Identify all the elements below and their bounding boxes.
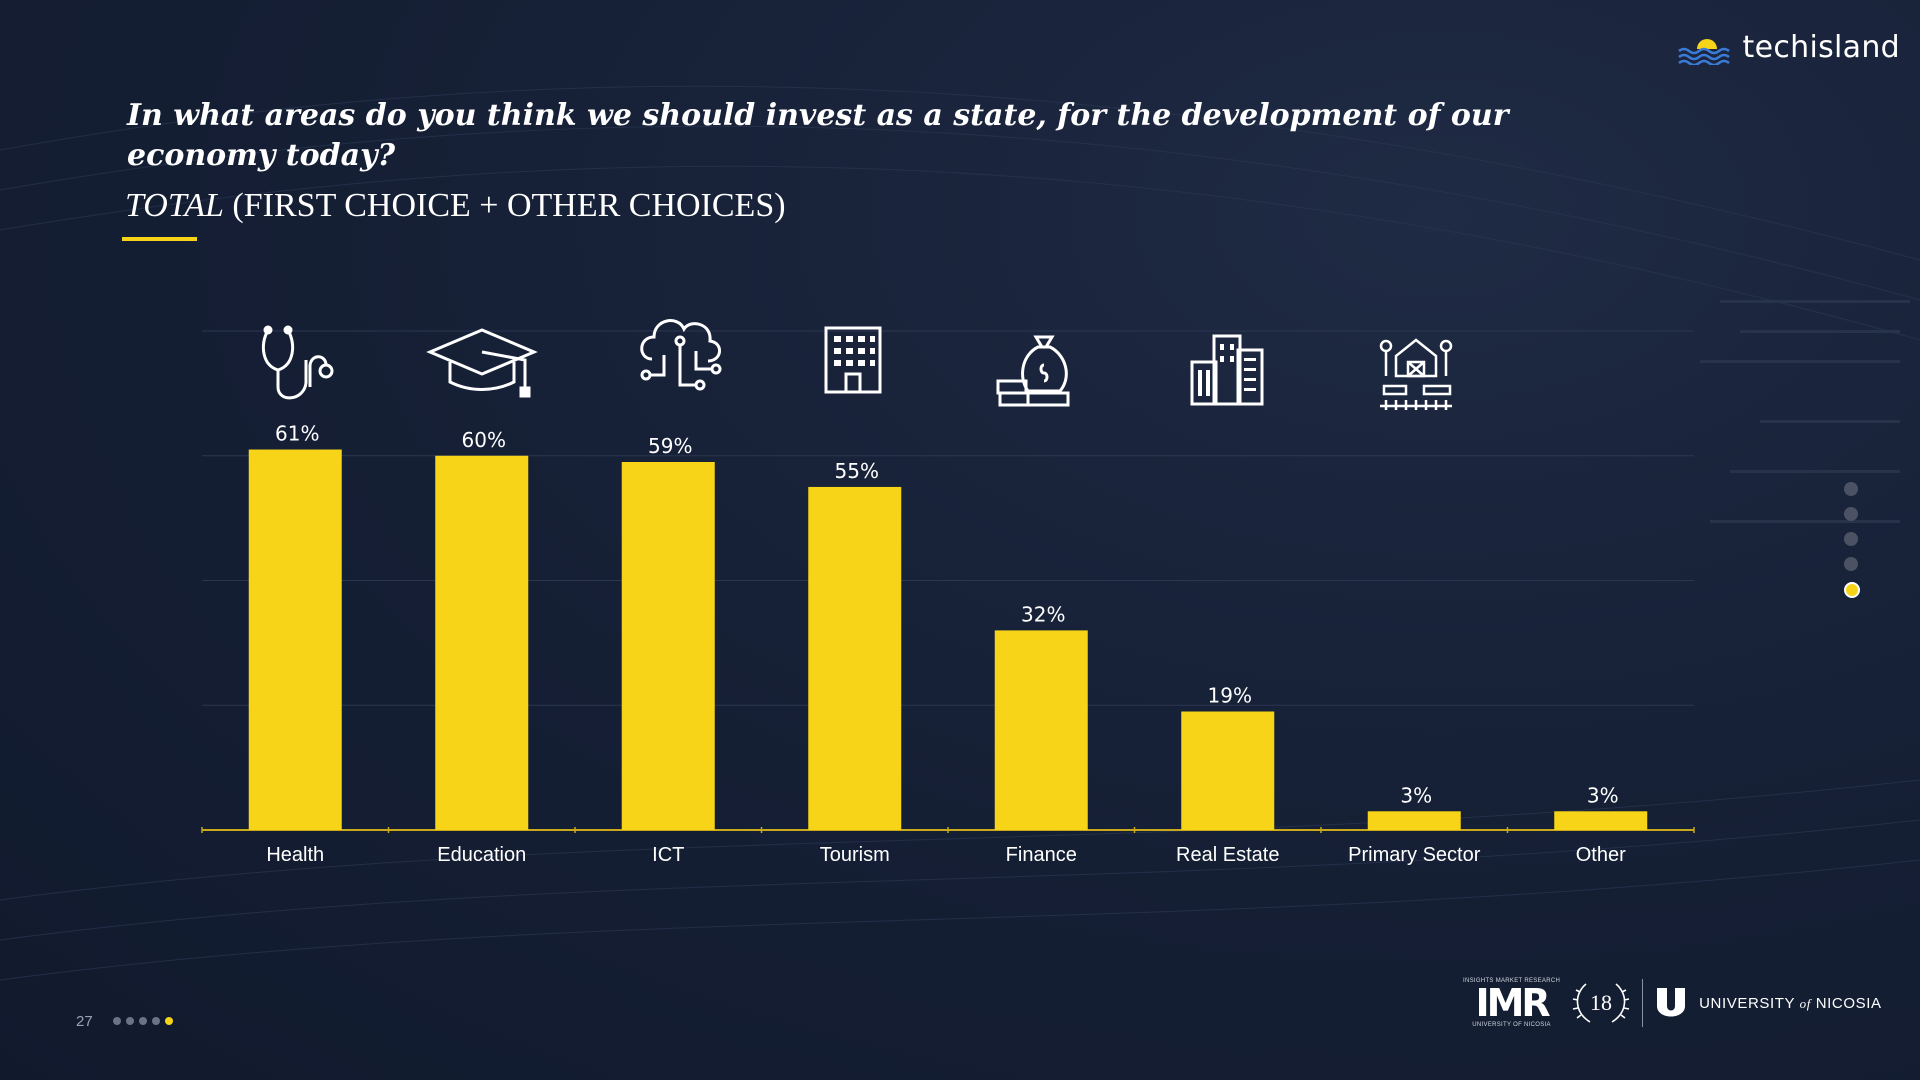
category-label: ICT (652, 844, 684, 866)
category-label: Real Estate (1176, 844, 1279, 866)
data-label: 59% (648, 434, 692, 458)
subtitle-rest: (FIRST CHOICE + OTHER CHOICES) (223, 187, 786, 224)
title-underline (122, 237, 197, 241)
university-of: of (1799, 995, 1811, 1011)
bar (621, 461, 715, 830)
progress-dot[interactable] (1844, 482, 1858, 496)
data-label: 3% (1400, 783, 1432, 807)
category-label: Education (437, 844, 526, 866)
logo-separator (1642, 979, 1644, 1027)
graduation-cap-icon (426, 328, 538, 398)
techisland-logo: techisland (1677, 30, 1900, 65)
data-label: 61% (275, 422, 319, 446)
money-bag-icon (996, 335, 1070, 407)
bar (248, 449, 342, 830)
bar (1367, 811, 1461, 830)
university-nicosia: NICOSIA (1810, 994, 1882, 1012)
slide-title: In what areas do you think we should inv… (127, 98, 1509, 173)
anniversary-laurel-icon: 18 (1572, 983, 1630, 1023)
data-label: 60% (462, 428, 506, 452)
brand-name: techisland (1742, 30, 1900, 65)
subtitle-total: TOTAL (125, 187, 224, 224)
category-label: Health (266, 844, 324, 866)
progress-dot[interactable] (1844, 532, 1858, 546)
university-word: UNIVERSITY (1699, 994, 1800, 1012)
imr-wordmark: IMR (1475, 981, 1550, 1025)
anniversary-number: 18 (1590, 990, 1612, 1015)
page-dots (113, 1017, 173, 1025)
bar (1554, 811, 1648, 830)
category-label: Tourism (820, 844, 890, 866)
page-dot-active[interactable] (165, 1017, 173, 1025)
farm-icon (1379, 338, 1453, 410)
sunrise-waves-icon (1677, 38, 1730, 65)
progress-dot[interactable] (1844, 557, 1858, 571)
university-shield-icon (1657, 988, 1686, 1017)
slide-subtitle: TOTAL (FIRST CHOICE + OTHER CHOICES) (125, 187, 786, 225)
category-label: Primary Sector (1348, 844, 1481, 866)
office-buildings-icon (1190, 334, 1264, 406)
university-name: UNIVERSITY of NICOSIA (1699, 995, 1881, 1012)
bar (994, 630, 1088, 830)
bar (808, 486, 902, 830)
page-number: 27 (76, 1013, 93, 1030)
data-label: 32% (1021, 602, 1065, 626)
imr-caption-bottom: UNIVERSITY OF NICOSIA (1472, 1022, 1551, 1028)
page-dot[interactable] (139, 1017, 147, 1025)
data-label: 3% (1587, 783, 1619, 807)
category-label: Finance (1006, 844, 1077, 866)
partner-logos: INSIGHTS MARKET RESEARCH IMR UNIVERSITY … (1463, 978, 1882, 1028)
hotel-building-icon (824, 326, 882, 394)
category-label: Other (1576, 844, 1626, 866)
page-dot[interactable] (113, 1017, 121, 1025)
progress-dot[interactable] (1844, 507, 1858, 521)
page-dot[interactable] (126, 1017, 134, 1025)
data-label: 55% (835, 459, 879, 483)
section-progress-dots (1844, 482, 1860, 609)
bar (435, 455, 529, 830)
stethoscope-icon (261, 325, 334, 400)
progress-dot-active[interactable] (1844, 582, 1860, 598)
imr-logo: INSIGHTS MARKET RESEARCH IMR UNIVERSITY … (1463, 978, 1560, 1028)
data-label: 19% (1208, 683, 1252, 707)
page-dot[interactable] (152, 1017, 160, 1025)
bar (1181, 711, 1275, 830)
imr-caption-top: INSIGHTS MARKET RESEARCH (1463, 978, 1561, 984)
cloud-circuit-icon (640, 319, 722, 391)
